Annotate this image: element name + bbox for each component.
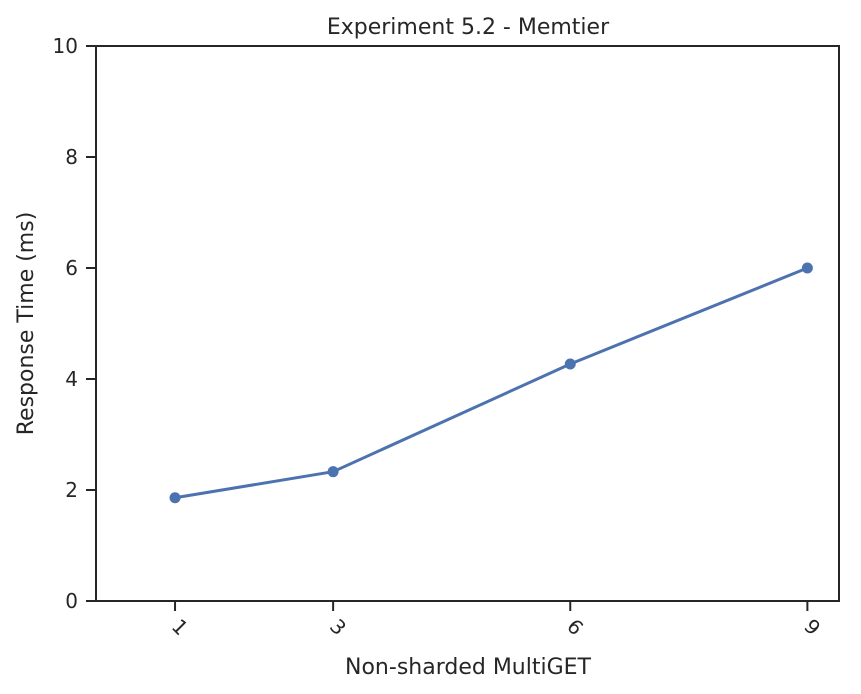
plot-frame (95, 45, 840, 602)
x-axis-label: Non-sharded MultiGET (345, 655, 592, 680)
y-tick-label-10: 10 (53, 34, 78, 58)
data-point-x6 (564, 358, 576, 370)
y-tick-label-8: 8 (65, 145, 78, 169)
plot-area (95, 45, 840, 602)
data-point-x3 (327, 466, 339, 478)
y-axis: 0 2 4 6 8 10 (53, 34, 96, 613)
series-layer (169, 262, 813, 504)
chart-title: Experiment 5.2 - Memtier (327, 15, 610, 40)
y-tick-label-0: 0 (65, 589, 78, 613)
data-point-x1 (169, 492, 181, 504)
y-axis-label: Response Time (ms) (14, 212, 39, 436)
data-point-x9 (801, 262, 813, 274)
y-tick-label-6: 6 (65, 256, 78, 280)
y-tick-label-2: 2 (65, 478, 78, 502)
y-tick-label-4: 4 (65, 367, 78, 391)
series-line-0 (173, 266, 809, 500)
